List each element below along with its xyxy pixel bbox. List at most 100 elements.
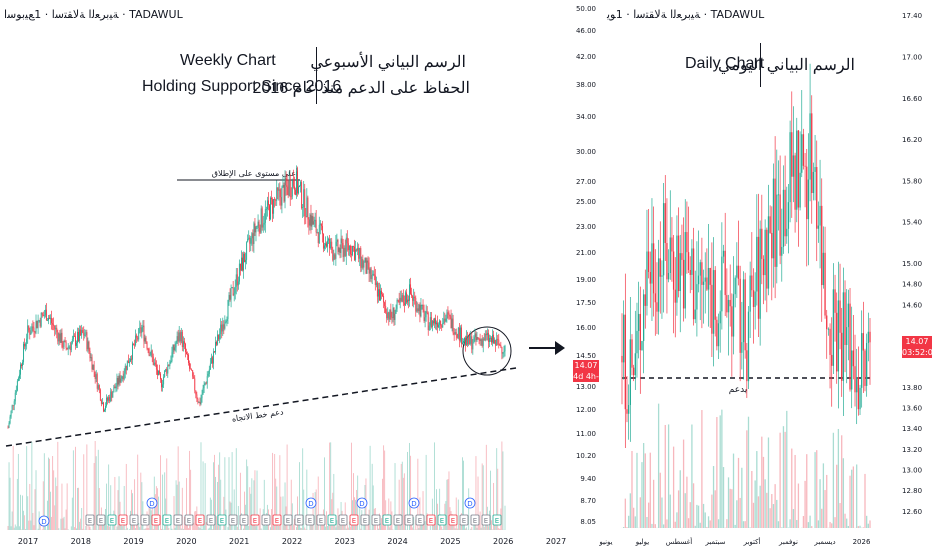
earnings-marker[interactable]: E <box>349 514 359 526</box>
weekly-candle <box>421 304 423 306</box>
daily-volume-bar <box>791 448 793 528</box>
earnings-marker[interactable]: E <box>283 514 293 526</box>
weekly-volume-bar <box>475 456 477 530</box>
weekly-candle <box>67 346 69 350</box>
earnings-marker[interactable]: E <box>415 514 425 526</box>
weekly-candle <box>310 214 312 227</box>
weekly-candle <box>231 287 233 289</box>
earnings-marker[interactable]: E <box>96 514 106 526</box>
earnings-marker[interactable]: E <box>184 514 194 526</box>
daily-candle <box>639 313 641 351</box>
weekly-candle <box>170 361 172 363</box>
earnings-marker[interactable]: E <box>404 514 414 526</box>
earnings-marker[interactable]: E <box>437 514 447 526</box>
earnings-marker[interactable]: E <box>261 514 271 526</box>
weekly-candle <box>392 307 394 319</box>
earnings-marker[interactable]: E <box>129 514 139 526</box>
dividend-marker[interactable]: D <box>38 515 50 527</box>
earnings-marker[interactable]: E <box>250 514 260 526</box>
earnings-marker[interactable]: E <box>338 514 348 526</box>
earnings-marker[interactable]: E <box>107 514 117 526</box>
weekly-x-tick: 2023 <box>335 537 355 546</box>
earnings-marker[interactable]: E <box>481 514 491 526</box>
weekly-volume-bar <box>121 526 123 530</box>
weekly-volume-bar <box>304 527 306 530</box>
weekly-candle <box>307 197 309 220</box>
earnings-marker[interactable]: E <box>360 514 370 526</box>
weekly-candle <box>472 343 474 350</box>
weekly-candle <box>106 397 108 407</box>
weekly-candle <box>449 314 451 317</box>
weekly-candle <box>233 293 235 296</box>
daily-volume-bar <box>734 524 736 528</box>
earnings-marker[interactable]: E <box>195 514 205 526</box>
dividend-marker[interactable]: D <box>464 497 476 509</box>
earnings-marker[interactable]: E <box>316 514 326 526</box>
weekly-volume-bar <box>205 522 207 530</box>
earnings-marker[interactable]: E <box>305 514 315 526</box>
earnings-marker[interactable]: E <box>448 514 458 526</box>
svg-text:E: E <box>132 517 136 525</box>
weekly-volume-bar <box>50 491 51 530</box>
weekly-candle <box>429 317 431 326</box>
weekly-candle <box>293 186 295 190</box>
daily-candle <box>762 258 765 276</box>
earnings-marker[interactable]: E <box>140 514 150 526</box>
earnings-marker[interactable]: E <box>272 514 282 526</box>
daily-right-tick: 15.80 <box>902 177 922 185</box>
weekly-volume-bar <box>462 457 463 530</box>
earnings-marker[interactable]: E <box>228 514 238 526</box>
daily-left-tick: 11.00 <box>576 430 596 438</box>
daily-volume-bar <box>639 497 641 528</box>
dividend-marker[interactable]: D <box>305 497 317 509</box>
weekly-candle <box>271 197 272 200</box>
daily-candle <box>792 155 795 177</box>
earnings-marker[interactable]: E <box>206 514 216 526</box>
weekly-candle <box>28 325 30 331</box>
dividend-marker[interactable]: D <box>356 497 368 509</box>
weekly-candle <box>156 369 158 376</box>
weekly-candle <box>279 189 281 198</box>
weekly-volume-bar <box>272 452 274 530</box>
weekly-candle <box>43 315 45 317</box>
weekly-volume-bar <box>292 524 294 530</box>
earnings-marker[interactable]: E <box>459 514 469 526</box>
earnings-marker[interactable]: E <box>470 514 480 526</box>
earnings-marker[interactable]: E <box>162 514 172 526</box>
earnings-marker[interactable]: E <box>173 514 183 526</box>
earnings-marker[interactable]: E <box>239 514 249 526</box>
earnings-marker[interactable]: E <box>382 514 392 526</box>
earnings-marker[interactable]: E <box>151 514 161 526</box>
earnings-marker[interactable]: E <box>294 514 304 526</box>
daily-candle <box>776 194 778 267</box>
earnings-marker[interactable]: E <box>85 514 95 526</box>
weekly-candle <box>439 320 441 325</box>
earnings-marker[interactable]: E <box>327 514 337 526</box>
weekly-candle <box>224 322 226 329</box>
weekly-volume-bar <box>67 529 69 530</box>
weekly-volume-bar <box>13 527 15 530</box>
daily-right-tick: 16.20 <box>902 136 922 144</box>
earnings-marker[interactable]: E <box>118 514 128 526</box>
earnings-marker[interactable]: E <box>492 514 502 526</box>
weekly-candle <box>464 337 465 342</box>
earnings-marker[interactable]: E <box>426 514 436 526</box>
earnings-marker[interactable]: E <box>393 514 403 526</box>
weekly-volume-bar <box>171 528 173 530</box>
weekly-volume-bar <box>16 478 18 530</box>
svg-text:E: E <box>429 517 433 525</box>
dividend-marker[interactable]: D <box>146 497 158 509</box>
svg-text:E: E <box>484 517 488 525</box>
weekly-candle <box>282 184 284 188</box>
weekly-volume-bar <box>415 519 417 530</box>
dividend-marker[interactable]: D <box>408 497 420 509</box>
earnings-marker[interactable]: E <box>371 514 381 526</box>
daily-candle <box>654 293 656 303</box>
earnings-marker[interactable]: E <box>217 514 227 526</box>
weekly-candle <box>191 369 193 371</box>
weekly-candle <box>419 304 421 317</box>
weekly-candle <box>244 253 246 263</box>
weekly-volume-bar <box>421 524 423 530</box>
weekly-candle <box>298 186 299 194</box>
weekly-volume-bar <box>144 528 146 530</box>
